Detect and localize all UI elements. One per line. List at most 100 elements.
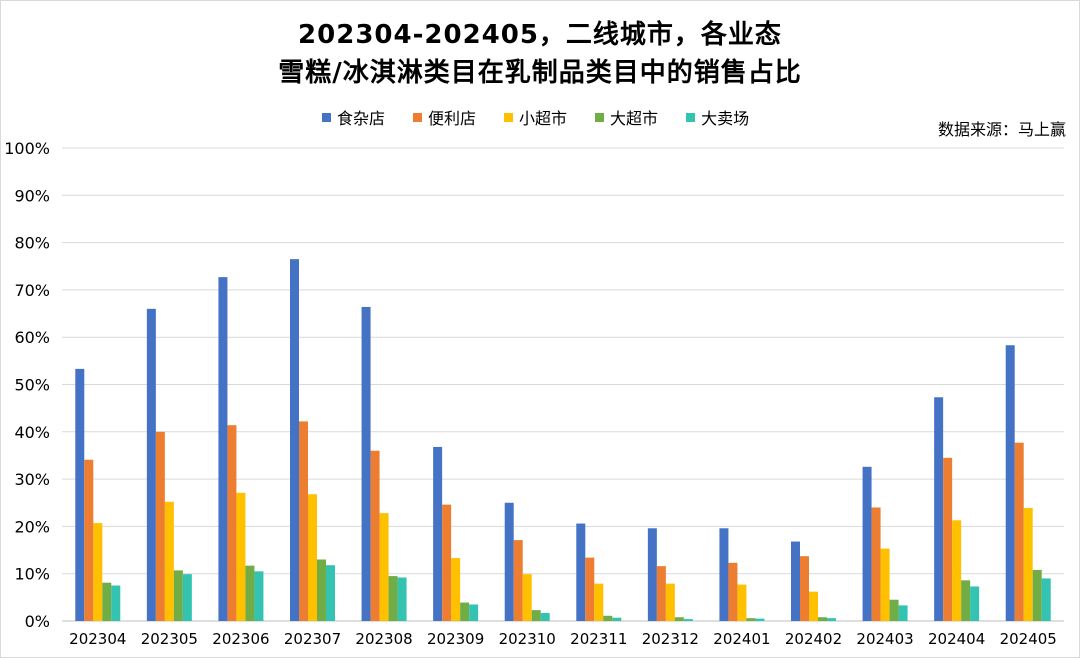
bar-series-2 — [236, 492, 246, 621]
legend-swatch-series-3 — [595, 112, 605, 122]
bar-series-0 — [934, 397, 944, 621]
bar-series-0 — [647, 528, 657, 621]
bar-series-1 — [800, 556, 809, 621]
bar-series-4 — [612, 617, 622, 621]
bar-series-3 — [388, 576, 398, 621]
bar-series-4 — [469, 604, 479, 621]
bar-series-2 — [737, 584, 747, 621]
bar-series-1 — [585, 557, 595, 621]
x-tick-label: 202403 — [856, 630, 913, 648]
legend-item-series-2: 小超市 — [504, 105, 567, 129]
bar-series-2 — [594, 583, 604, 621]
x-tick-label: 202310 — [499, 630, 556, 648]
bar-series-0 — [576, 523, 586, 621]
legend-swatch-series-4 — [686, 112, 696, 122]
bar-series-3 — [245, 565, 255, 621]
x-tick-label: 202305 — [141, 630, 198, 648]
bar-series-3 — [746, 618, 756, 621]
x-tick-label: 202401 — [713, 630, 770, 648]
y-tick-label: 0% — [25, 612, 50, 631]
bar-series-3 — [889, 599, 899, 621]
y-tick-label: 60% — [14, 328, 50, 347]
bar-series-3 — [1032, 569, 1042, 621]
bar-series-4 — [755, 618, 765, 621]
x-tick-label: 202402 — [785, 630, 842, 648]
bar-series-3 — [173, 570, 183, 621]
bar-series-1 — [442, 504, 452, 621]
bar-series-0 — [75, 368, 85, 621]
bar-series-1 — [370, 450, 380, 621]
legend-swatch-series-0 — [322, 112, 331, 122]
bar-series-2 — [451, 558, 461, 621]
bar-series-2 — [952, 520, 962, 621]
bar-series-1 — [155, 431, 165, 621]
bar-series-0 — [1005, 345, 1015, 621]
bar-series-2 — [665, 583, 675, 621]
legend-label-series-2: 小超市 — [519, 109, 568, 128]
bar-series-1 — [84, 459, 94, 621]
bar-series-4 — [683, 619, 693, 621]
y-tick-label: 20% — [14, 517, 50, 536]
bar-series-3 — [102, 582, 112, 621]
bar-series-0 — [146, 308, 156, 621]
legend-label-series-0: 食杂店 — [337, 109, 386, 128]
legend-label-series-1: 便利店 — [428, 109, 477, 128]
legend-item-series-0: 食杂店 — [322, 105, 385, 129]
legend-swatch-series-2 — [504, 112, 514, 122]
y-tick-label: 80% — [14, 234, 50, 253]
bar-series-3 — [460, 602, 470, 621]
x-tick-label: 202404 — [928, 630, 985, 648]
legend-label-series-3: 大超市 — [610, 109, 659, 128]
y-tick-label: 90% — [14, 186, 50, 205]
x-tick-label: 202405 — [1000, 630, 1057, 648]
x-tick-label: 202308 — [355, 630, 412, 648]
data-source-note: 数据来源：马上赢 — [937, 120, 1066, 139]
x-tick-label: 202306 — [212, 630, 269, 648]
bar-series-1 — [656, 566, 666, 621]
bar-series-2 — [308, 494, 317, 621]
bar-series-2 — [93, 523, 103, 621]
bar-series-4 — [254, 571, 264, 621]
chart-legend: 食杂店 便利店 小超市 大超市 大卖场 — [322, 105, 749, 129]
legend-item-series-3: 大超市 — [595, 105, 658, 129]
chart-title-line-1: 202304-202405，二线城市，各业态 — [298, 20, 782, 50]
bar-series-1 — [728, 562, 738, 621]
bar-series-2 — [880, 548, 890, 621]
bar-series-0 — [791, 541, 800, 621]
bar-series-2 — [809, 591, 818, 621]
bar-series-2 — [379, 513, 389, 621]
bar-series-1 — [871, 507, 881, 621]
bar-series-1 — [1014, 442, 1024, 621]
bar-series-3 — [674, 617, 684, 621]
y-tick-label: 100% — [4, 139, 50, 158]
y-tick-label: 70% — [14, 281, 50, 300]
legend-swatch-series-1 — [413, 112, 423, 122]
legend-item-series-4: 大卖场 — [686, 105, 749, 129]
bar-series-3 — [531, 610, 541, 621]
bar-series-1 — [227, 425, 237, 621]
bar-series-4 — [970, 586, 980, 621]
bar-series-4 — [326, 565, 335, 621]
y-tick-label: 40% — [14, 423, 50, 442]
bar-series-0 — [719, 528, 729, 621]
x-tick-label: 202304 — [69, 630, 126, 648]
bar-series-4 — [1041, 578, 1051, 621]
bar-series-4 — [827, 618, 836, 621]
bar-series-3 — [603, 615, 613, 621]
bar-series-1 — [299, 421, 308, 621]
bar-series-4 — [182, 574, 192, 621]
y-tick-label: 30% — [14, 470, 50, 489]
bar-series-0 — [504, 502, 514, 621]
bar-series-0 — [218, 277, 228, 621]
bar-series-4 — [898, 605, 908, 621]
bar-series-0 — [361, 306, 371, 621]
bar-series-3 — [818, 617, 827, 621]
bar-series-4 — [540, 612, 550, 621]
bar-series-2 — [522, 574, 532, 621]
y-tick-label: 50% — [14, 376, 50, 395]
bar-series-3 — [961, 580, 971, 621]
bar-series-1 — [513, 540, 523, 621]
bar-series-3 — [317, 559, 326, 621]
y-tick-label: 10% — [14, 565, 50, 584]
